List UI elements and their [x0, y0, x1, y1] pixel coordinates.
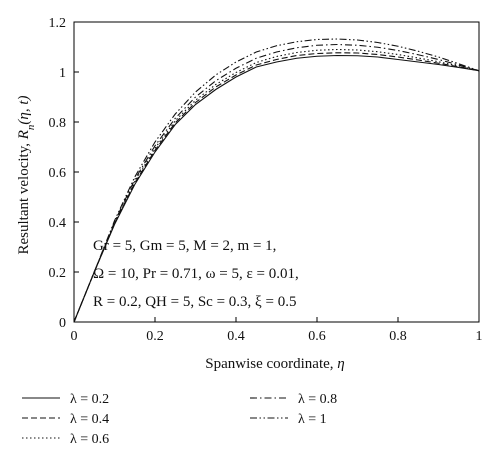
y-tick-label: 0.2 — [49, 266, 67, 281]
y-tick-label: 0.4 — [49, 216, 67, 231]
y-tick-label: 1 — [59, 66, 66, 81]
legend-item: λ = 0.4 — [22, 412, 109, 427]
annotation-line-2: Ω = 10, Pr = 0.71, ω = 5, ε = 0.01, — [93, 266, 299, 282]
y-axis-ticks: 0 0.2 0.4 0.6 0.8 1 1.2 — [49, 16, 79, 331]
x-tick-label: 0.4 — [227, 329, 245, 344]
legend-label: λ = 1 — [298, 412, 327, 427]
series-line-1 — [73, 54, 480, 323]
y-tick-label: 0.6 — [49, 166, 67, 181]
x-tick-label: 0.2 — [146, 329, 164, 344]
legend-label: λ = 0.2 — [70, 392, 109, 407]
y-axis-title: Resultant velocity, Rn(η, t) — [16, 95, 37, 254]
legend: λ = 0.2 λ = 0.4 λ = 0.6 λ = 0.8 λ = 1 — [22, 392, 337, 447]
legend-label: λ = 0.4 — [70, 412, 109, 427]
x-tick-label: 0.6 — [308, 329, 326, 344]
annotation-line-1: Gr = 5, Gm = 5, M = 2, m = 1, — [93, 238, 276, 254]
legend-item: λ = 0.6 — [22, 432, 109, 447]
legend-label: λ = 0.6 — [70, 432, 109, 447]
legend-item: λ = 0.8 — [250, 392, 337, 407]
x-tick-label: 0 — [71, 329, 78, 344]
series-line-2 — [73, 52, 480, 323]
y-tick-label: 1.2 — [49, 16, 67, 31]
y-tick-label: 0.8 — [49, 116, 67, 131]
series-line-5 — [73, 38, 480, 323]
x-tick-label: 0.8 — [389, 329, 407, 344]
legend-label: λ = 0.8 — [298, 392, 337, 407]
x-axis-ticks: 0 0.2 0.4 0.6 0.8 1 — [71, 317, 483, 344]
series-line-4 — [73, 43, 480, 323]
y-tick-label: 0 — [59, 316, 66, 331]
x-axis-title: Spanwise coordinate, η — [205, 356, 345, 372]
annotation-line-3: R = 0.2, QH = 5, Sc = 0.3, ξ = 0.5 — [93, 294, 296, 310]
legend-item: λ = 1 — [250, 412, 327, 427]
series-lines — [73, 38, 480, 323]
plot-area: 0 0.2 0.4 0.6 0.8 1 0 0.2 0.4 0.6 0.8 1 1.2 — [49, 16, 483, 344]
legend-item: λ = 0.2 — [22, 392, 109, 407]
x-tick-label: 1 — [476, 329, 483, 344]
parameter-annotations: Gr = 5, Gm = 5, M = 2, m = 1, Ω = 10, Pr… — [93, 238, 299, 310]
